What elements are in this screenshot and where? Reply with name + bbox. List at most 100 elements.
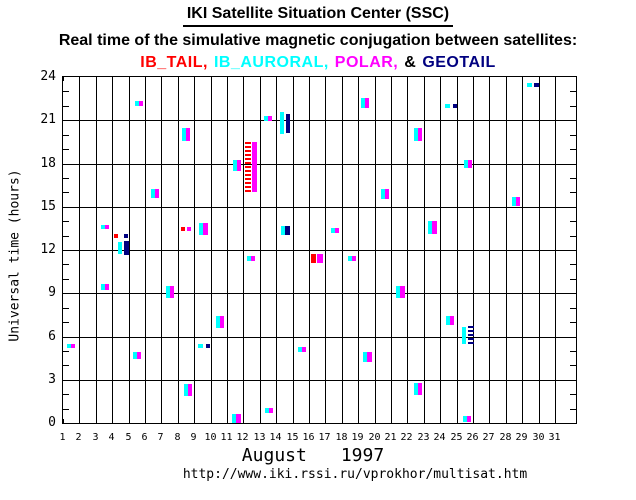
day-tick-label: 29 — [515, 432, 528, 443]
hour-minor-tick-left — [63, 365, 69, 366]
day-tick-top — [457, 77, 458, 81]
hour-tick-label: 24 — [40, 69, 56, 84]
day-tick-top — [276, 77, 277, 81]
conjunction-mark-polar — [105, 284, 109, 290]
day-tick-bottom — [96, 419, 97, 423]
day-tick-label: 11 — [220, 432, 233, 443]
hour-minor-tick-left — [63, 236, 69, 237]
conjunction-mark-ib_auroral — [166, 286, 170, 298]
day-tick-top — [375, 77, 376, 81]
day-tick-bottom — [424, 419, 425, 423]
conjunction-mark-ib_auroral — [232, 414, 236, 423]
day-tick-label: 24 — [433, 432, 446, 443]
day-tick-bottom — [227, 419, 228, 423]
conjunction-mark-polar — [105, 225, 109, 229]
day-tick-bottom — [161, 419, 162, 423]
hour-minor-tick-right — [570, 322, 576, 323]
day-tick-label: 23 — [417, 432, 430, 443]
hour-minor-tick-right — [570, 264, 576, 265]
legend-item-geotail: GEOTAIL — [422, 54, 496, 71]
conjunction-mark-ib_tail — [311, 254, 316, 263]
day-tick-bottom — [440, 419, 441, 423]
conjunction-mark-polar — [516, 197, 520, 206]
day-tick-top — [522, 77, 523, 81]
day-tick-top — [178, 77, 179, 81]
hour-tick-label: 21 — [40, 112, 56, 127]
conjunction-mark-ib_auroral — [462, 327, 466, 344]
day-tick-label: 17 — [318, 432, 331, 443]
hour-gridline — [63, 120, 576, 121]
hour-tick-label: 0 — [48, 415, 56, 430]
hour-minor-tick-left — [63, 409, 69, 410]
day-tick-top — [358, 77, 359, 81]
day-tick-label: 8 — [174, 432, 181, 443]
month-label: August — [241, 445, 307, 466]
hour-minor-tick-right — [570, 178, 576, 179]
day-tick-bottom — [145, 419, 146, 423]
hour-minor-tick-right — [570, 91, 576, 92]
day-tick-bottom — [112, 419, 113, 423]
legend-item-: & — [404, 54, 417, 71]
day-tick-top — [161, 77, 162, 81]
conjunction-mark-ib_auroral — [381, 189, 385, 199]
day-tick-bottom — [260, 419, 261, 423]
day-tick-top — [243, 77, 244, 81]
hour-minor-tick-left — [63, 91, 69, 92]
conjunction-mark-ib_auroral — [199, 223, 203, 235]
day-tick-bottom — [539, 419, 540, 423]
hour-minor-tick-right — [570, 351, 576, 352]
day-tick-bottom — [243, 419, 244, 423]
hour-tick-label: 12 — [40, 242, 56, 257]
conjunction-mark-geotail — [124, 234, 128, 238]
conjunction-mark-geotail — [286, 114, 290, 133]
day-tick-top — [194, 77, 195, 81]
conjunction-mark-polar — [400, 286, 405, 298]
day-tick-label: 14 — [269, 432, 282, 443]
day-tick-top — [79, 77, 80, 81]
conjunction-mark-polar — [268, 116, 272, 121]
conjunction-mark-ib_auroral — [101, 225, 105, 229]
hour-minor-tick-left — [63, 106, 69, 107]
day-tick-top — [145, 77, 146, 81]
day-tick-label: 12 — [236, 432, 249, 443]
conjunction-mark-polar — [335, 228, 339, 233]
day-tick-top — [391, 77, 392, 81]
hour-minor-tick-left — [63, 221, 69, 222]
day-tick-label: 16 — [302, 432, 315, 443]
day-tick-top — [96, 77, 97, 81]
year-label: 1997 — [340, 445, 385, 466]
day-tick-label: 18 — [335, 432, 348, 443]
day-tick-top — [227, 77, 228, 81]
source-url: http://www.iki.rssi.ru/vprokhor/multisat… — [182, 467, 528, 482]
day-tick-label: 1 — [59, 432, 66, 443]
day-tick-top — [539, 77, 540, 81]
hour-minor-tick-right — [570, 409, 576, 410]
hour-minor-tick-left — [63, 394, 69, 395]
conjunction-mark-ib_auroral — [198, 344, 203, 348]
day-tick-label: 31 — [548, 432, 561, 443]
conjunction-mark-ib_auroral — [135, 101, 139, 106]
day-tick-label: 6 — [141, 432, 148, 443]
conjunction-mark-ib_auroral — [361, 98, 365, 108]
hour-minor-tick-left — [63, 178, 69, 179]
hour-minor-tick-left — [63, 279, 69, 280]
hour-minor-tick-right — [570, 365, 576, 366]
day-tick-bottom — [309, 419, 310, 423]
legend-item-polar: POLAR, — [334, 54, 399, 71]
conjunction-mark-ib_auroral — [363, 352, 367, 362]
day-tick-label: 13 — [253, 432, 266, 443]
day-tick-top — [309, 77, 310, 81]
conjunction-mark-ib_auroral — [280, 112, 284, 134]
day-tick-label: 5 — [125, 432, 132, 443]
conjunction-mark-polar — [71, 344, 75, 348]
conjunction-mark-polar — [385, 189, 389, 199]
conjunction-mark-ib_tail — [181, 227, 185, 231]
hour-minor-tick-left — [63, 149, 69, 150]
hour-minor-tick-left — [63, 192, 69, 193]
day-tick-top — [112, 77, 113, 81]
conjunction-mark-ib_auroral — [101, 284, 105, 290]
conjunction-mark-ib_auroral — [151, 189, 155, 198]
conjunction-mark-ib_auroral — [348, 256, 352, 261]
conjunction-mark-polar — [467, 416, 471, 422]
day-tick-top — [407, 77, 408, 81]
